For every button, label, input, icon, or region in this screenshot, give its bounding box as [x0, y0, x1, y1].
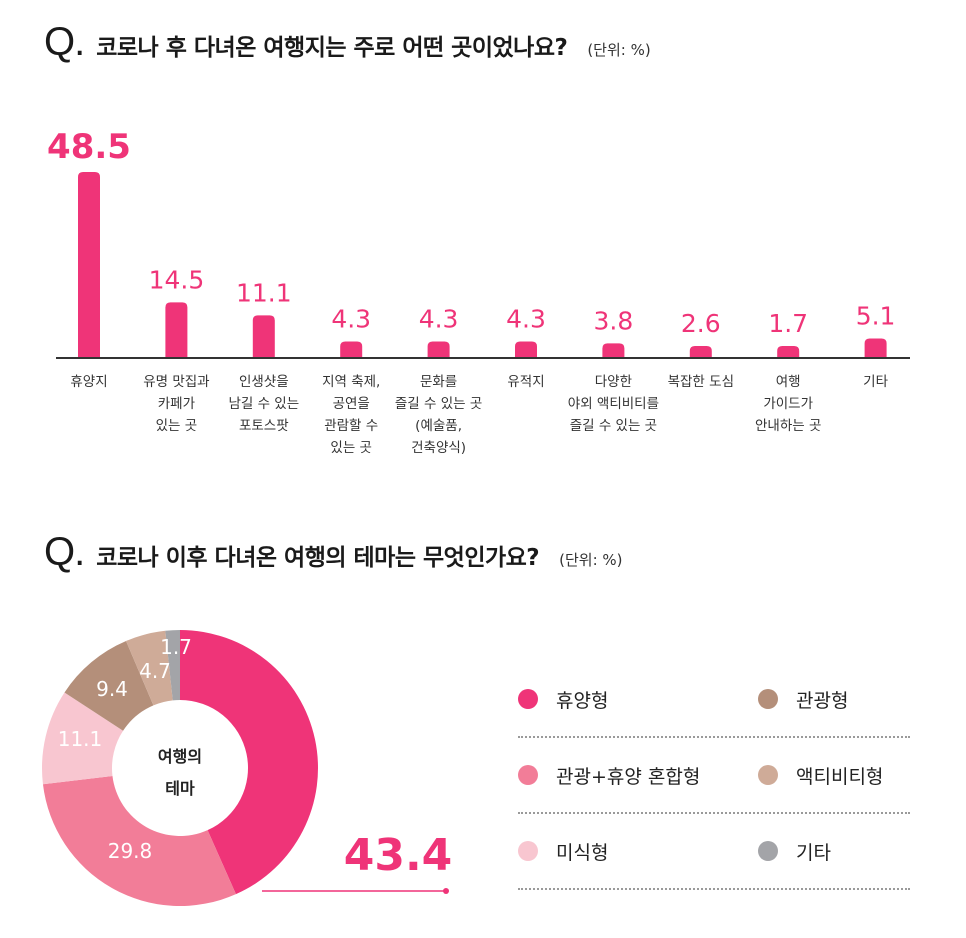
donut-slice — [42, 775, 236, 906]
x-tick-label: 유적지 — [507, 374, 544, 390]
legend-item: 미식형 — [518, 838, 758, 865]
legend-dot-icon — [758, 841, 778, 861]
x-tick-label: 지역 축제, 공연을 관람할 수 있는 곳 — [322, 374, 380, 456]
highlight-value-label: 43.4 — [344, 830, 453, 881]
donut-slice — [165, 630, 180, 701]
x-tick-label: 여행 가이드가 안내하는 곳 — [755, 374, 821, 434]
x-tick-label: 인생샷을 남길 수 있는 포토스팟 — [228, 374, 299, 434]
q1-question-text: 코로나 후 다녀온 여행지는 주로 어떤 곳이었나요? — [96, 35, 568, 61]
slice-value-label: 1.7 — [160, 635, 192, 659]
bar — [340, 341, 363, 358]
bar-value-label: 4.3 — [331, 305, 371, 334]
legend-label: 관광형 — [796, 689, 849, 712]
legend-row: 관광+휴양 혼합형 액티비티형 — [518, 738, 910, 814]
legend-item: 관광형 — [758, 686, 910, 713]
legend-dot-icon — [758, 765, 778, 785]
donut-slice — [180, 630, 319, 895]
x-tick-label: 휴양지 — [70, 374, 107, 390]
bar — [252, 315, 275, 358]
bar-value-label: 5.1 — [856, 301, 896, 330]
donut-legend: 휴양형 관광형 관광+휴양 혼합형 액티비티형 미식형 기타 — [518, 662, 910, 890]
bar-value-label: 48.5 — [47, 127, 131, 167]
question-1-title: Q. 코로나 후 다녀온 여행지는 주로 어떤 곳이었나요? (단위: %) — [44, 20, 651, 65]
bar-value-label: 4.3 — [506, 305, 546, 334]
legend-item: 액티비티형 — [758, 762, 910, 789]
donut-slice — [41, 692, 124, 785]
legend-label: 미식형 — [556, 841, 609, 864]
legend-label: 액티비티형 — [796, 765, 884, 788]
bar — [165, 302, 188, 358]
slice-value-label: 9.4 — [96, 677, 128, 701]
x-tick-label: 문화를 즐길 수 있는 곳 (예술품, 건축양식) — [395, 374, 482, 456]
bar — [777, 346, 800, 358]
donut-slice — [64, 640, 154, 731]
q2-q-letter: Q. — [44, 530, 85, 574]
legend-label: 기타 — [796, 841, 831, 864]
bar-value-label: 2.6 — [681, 309, 721, 338]
destination-bar-chart: 48.5 휴양지 14.5 유명 맛집과 카페가 있는 곳 11.1 인생샷을 남길 수 있는 포… — [47, 127, 910, 456]
bar-value-label: 14.5 — [149, 265, 205, 294]
legend-item: 휴양형 — [518, 686, 758, 713]
bar-value-label: 11.1 — [236, 278, 292, 307]
bar — [864, 338, 887, 358]
x-tick-label: 유명 맛집과 카페가 있는 곳 — [143, 374, 209, 434]
bar-value-label: 4.3 — [419, 305, 459, 334]
bar-value-label: 1.7 — [768, 309, 808, 338]
slice-value-label: 11.1 — [58, 727, 103, 751]
slice-value-label: 4.7 — [139, 659, 171, 683]
legend-item: 기타 — [758, 838, 910, 865]
q2-question-text: 코로나 이후 다녀온 여행의 테마는 무엇인가요? — [96, 545, 540, 571]
bar-value-label: 3.8 — [594, 306, 634, 335]
x-tick-label: 복잡한 도심 — [668, 374, 734, 390]
question-2-title: Q. 코로나 이후 다녀온 여행의 테마는 무엇인가요? (단위: %) — [44, 530, 623, 575]
x-tick-label: 다양한 야외 액티비티를 즐길 수 있는 곳 — [568, 374, 659, 434]
donut-slice — [126, 630, 173, 706]
donut-center-label: 여행의 테마 — [158, 747, 202, 798]
q1-q-letter: Q. — [44, 20, 85, 64]
bar — [515, 341, 537, 358]
bar — [602, 343, 625, 358]
legend-dot-icon — [758, 689, 778, 709]
legend-label: 관광+휴양 혼합형 — [556, 765, 701, 788]
legend-dot-icon — [518, 689, 538, 709]
legend-item: 관광+휴양 혼합형 — [518, 762, 758, 789]
legend-row: 미식형 기타 — [518, 814, 910, 890]
theme-donut-chart: 29.8 11.1 9.4 4.71.7 여행의 테마 43.4 — [41, 630, 453, 906]
q1-unit: (단위: %) — [587, 41, 651, 59]
bar — [78, 172, 100, 358]
legend-row: 휴양형 관광형 — [518, 662, 910, 738]
legend-label: 휴양형 — [556, 689, 609, 712]
x-tick-label: 기타 — [863, 374, 888, 390]
callout-dot — [443, 888, 449, 894]
bar — [689, 346, 712, 358]
slice-value-label: 29.8 — [108, 839, 153, 863]
legend-dot-icon — [518, 765, 538, 785]
q2-unit: (단위: %) — [559, 551, 623, 569]
bar — [427, 341, 450, 358]
legend-dot-icon — [518, 841, 538, 861]
